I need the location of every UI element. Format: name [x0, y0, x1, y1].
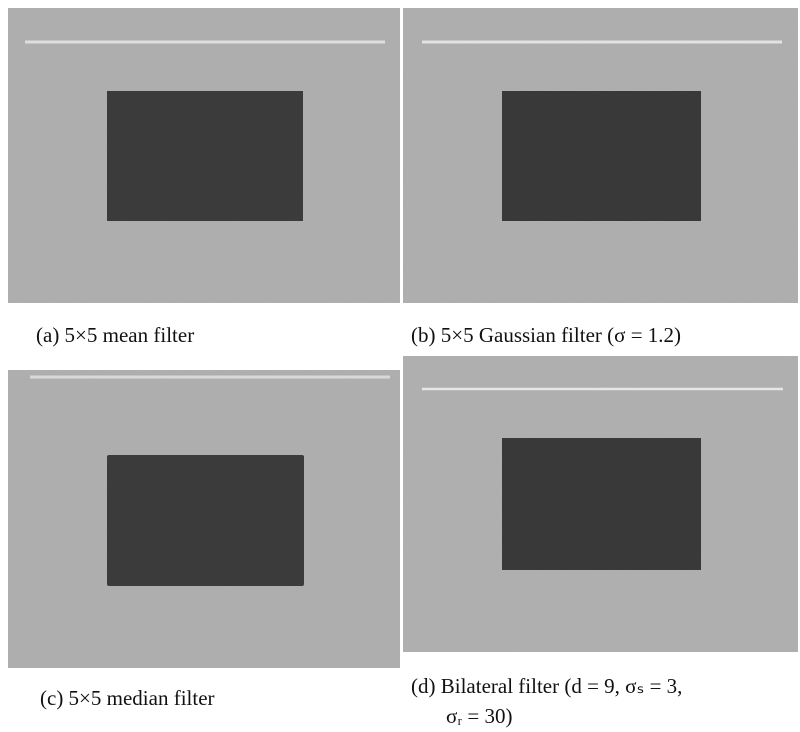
caption: (a) 5×5 mean filter — [36, 323, 194, 348]
image-panel — [403, 356, 798, 652]
caption: σᵣ = 30) — [446, 704, 512, 729]
image-panel — [403, 8, 798, 303]
image-panel — [8, 8, 400, 303]
caption: (c) 5×5 median filter — [40, 686, 215, 711]
figure-page: (a) 5×5 mean filter (b) 5×5 Gaussian fil… — [0, 0, 800, 732]
caption: (d) Bilateral filter (d = 9, σₛ = 3, — [411, 674, 682, 699]
dark-rectangle — [502, 438, 701, 570]
caption: (b) 5×5 Gaussian filter (σ = 1.2) — [411, 323, 681, 348]
dark-rectangle — [107, 91, 303, 221]
dark-rectangle — [107, 455, 304, 586]
dark-rectangle — [502, 91, 701, 221]
image-panel — [8, 370, 400, 668]
